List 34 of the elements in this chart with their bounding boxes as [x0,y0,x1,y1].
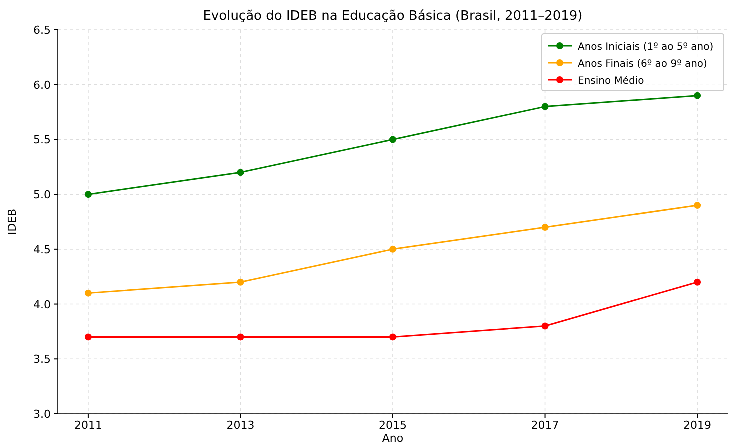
point [542,224,549,231]
y-tick-label: 4.0 [34,298,51,312]
point [237,334,244,341]
point [390,246,396,253]
point [694,92,702,100]
chart-title: Evolução do IDEB na Educação Básica (Brasil, 2011–2019) [203,9,583,24]
y-tick-label: 5.0 [34,188,51,202]
y-tick-label: 6.5 [34,24,51,37]
point [84,334,92,341]
legend-label: Anos Finais (6º ao 9º ano) [578,59,708,70]
point [390,334,396,341]
point [390,136,396,144]
point [84,191,92,198]
x-tick-label: 2019 [684,419,712,432]
y-tick-label: 3.0 [34,408,51,421]
point [237,278,244,286]
point [237,169,244,176]
y-axis-title: IDEB [6,208,19,236]
x-tick-label: 2015 [379,419,407,432]
legend-label: Ensino Médio [578,76,644,87]
x-tick-label: 2013 [226,419,255,432]
point [542,103,549,110]
x-tick-label: 2017 [531,419,560,432]
y-tick-label: 6.0 [34,78,51,92]
y-tick-label: 3.5 [34,353,51,366]
legend-label: Anos Iniciais (1º ao 5º ano) [578,42,714,53]
y-tick-label: 4.5 [34,243,51,256]
point [84,290,92,297]
point [694,202,702,210]
x-axis-title: Ano [382,432,404,444]
point [542,322,549,330]
y-tick-label: 5.5 [34,134,51,147]
point [694,278,702,286]
x-tick-label: 2011 [74,419,102,432]
